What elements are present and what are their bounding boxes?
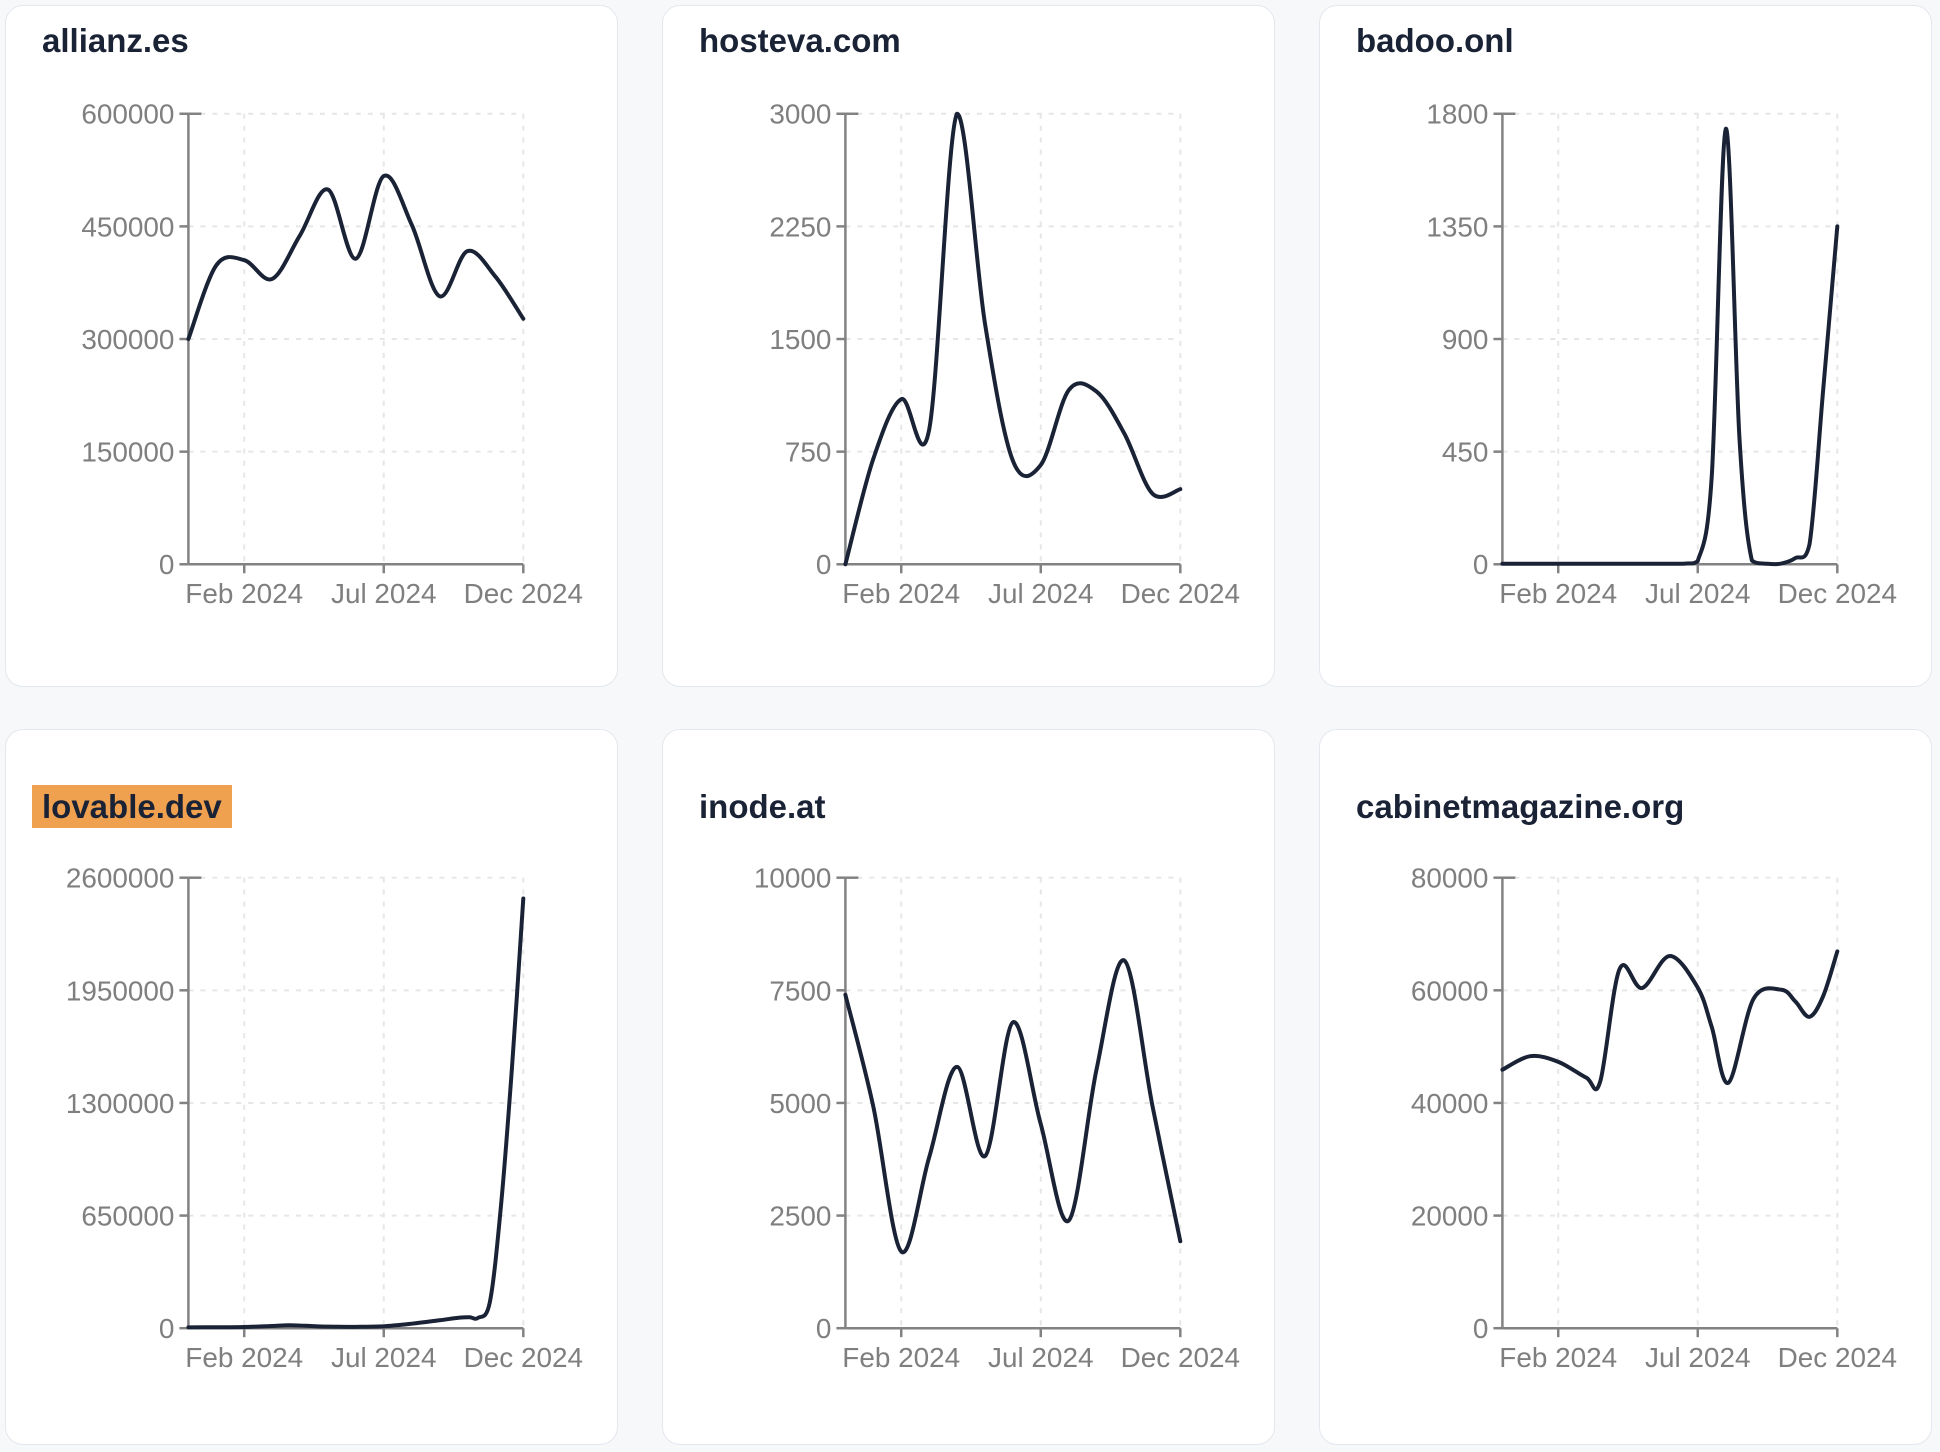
chart-title-text: hosteva.com bbox=[699, 22, 901, 59]
svg-text:1300000: 1300000 bbox=[66, 1088, 175, 1119]
svg-text:60000: 60000 bbox=[1411, 975, 1489, 1006]
svg-text:Feb 2024: Feb 2024 bbox=[1499, 1342, 1617, 1373]
svg-text:Jul 2024: Jul 2024 bbox=[331, 1342, 436, 1373]
line-chart-hosteva-com: Feb 2024 Jul 2024 Dec 2024 0 750 1500 2250 3000 bbox=[769, 99, 1240, 609]
chart-card-allianz-es: allianz.es Feb 2024 Jul 2024 Dec 2024 0 1500… bbox=[5, 5, 618, 687]
svg-text:3000: 3000 bbox=[769, 99, 831, 130]
chart-card-cabinetmagazine-org: cabinetmagazine.org Feb 2024 Jul 2024 Dec … bbox=[1319, 729, 1932, 1445]
line-chart-inode-at: Feb 2024 Jul 2024 Dec 2024 0 2500 5000 7500 100… bbox=[754, 863, 1240, 1373]
svg-text:Dec 2024: Dec 2024 bbox=[1778, 1342, 1897, 1373]
chart-card-badoo-onl: badoo.onl Feb 2024 Jul 2024 Dec 2024 0 450 90… bbox=[1319, 5, 1932, 687]
svg-text:5000: 5000 bbox=[769, 1088, 831, 1119]
svg-text:Jul 2024: Jul 2024 bbox=[988, 1342, 1093, 1373]
chart-card-lovable-dev: lovable.dev Feb 2024 Jul 2024 Dec 2024 0 650… bbox=[5, 729, 618, 1445]
chart-title-text: allianz.es bbox=[42, 22, 189, 59]
svg-text:20000: 20000 bbox=[1411, 1201, 1489, 1232]
svg-text:40000: 40000 bbox=[1411, 1088, 1489, 1119]
chart-title-text: inode.at bbox=[699, 788, 826, 825]
line-chart-lovable-dev: Feb 2024 Jul 2024 Dec 2024 0 650000 1300000 19… bbox=[66, 863, 583, 1373]
svg-text:300000: 300000 bbox=[81, 324, 174, 355]
svg-text:900: 900 bbox=[1442, 324, 1489, 355]
svg-text:0: 0 bbox=[159, 1313, 175, 1344]
line-chart-allianz-es: Feb 2024 Jul 2024 Dec 2024 0 150000 300000 450… bbox=[81, 99, 583, 609]
svg-text:1500: 1500 bbox=[769, 324, 831, 355]
chart-card-inode-at: inode.at Feb 2024 Jul 2024 Dec 2024 0 2500 50… bbox=[662, 729, 1275, 1445]
svg-text:600000: 600000 bbox=[81, 99, 174, 130]
svg-text:2500: 2500 bbox=[769, 1201, 831, 1232]
line-chart-badoo-onl: Feb 2024 Jul 2024 Dec 2024 0 450 900 1350 1800 bbox=[1426, 99, 1897, 609]
svg-text:Feb 2024: Feb 2024 bbox=[1499, 578, 1617, 609]
svg-text:0: 0 bbox=[816, 549, 832, 580]
chart-title: badoo.onl bbox=[1356, 22, 1514, 60]
svg-text:2600000: 2600000 bbox=[66, 863, 175, 894]
svg-text:450: 450 bbox=[1442, 437, 1489, 468]
line-chart-cabinetmagazine-org: Feb 2024 Jul 2024 Dec 2024 0 20000 40000 60000… bbox=[1411, 863, 1897, 1373]
svg-text:Feb 2024: Feb 2024 bbox=[842, 578, 960, 609]
svg-text:10000: 10000 bbox=[754, 863, 832, 894]
svg-text:2250: 2250 bbox=[769, 211, 831, 242]
svg-text:Dec 2024: Dec 2024 bbox=[464, 1342, 583, 1373]
svg-text:Feb 2024: Feb 2024 bbox=[185, 1342, 303, 1373]
svg-text:0: 0 bbox=[1473, 1313, 1489, 1344]
svg-text:Feb 2024: Feb 2024 bbox=[842, 1342, 960, 1373]
svg-text:80000: 80000 bbox=[1411, 863, 1489, 894]
svg-text:Dec 2024: Dec 2024 bbox=[1121, 1342, 1240, 1373]
svg-text:0: 0 bbox=[816, 1313, 832, 1344]
svg-text:450000: 450000 bbox=[81, 211, 174, 242]
svg-text:150000: 150000 bbox=[81, 437, 174, 468]
svg-text:Jul 2024: Jul 2024 bbox=[988, 578, 1093, 609]
svg-text:1800: 1800 bbox=[1426, 99, 1488, 130]
svg-text:0: 0 bbox=[159, 549, 175, 580]
svg-text:1950000: 1950000 bbox=[66, 975, 175, 1006]
svg-text:Dec 2024: Dec 2024 bbox=[1778, 578, 1897, 609]
svg-text:750: 750 bbox=[785, 437, 832, 468]
chart-title: cabinetmagazine.org bbox=[1356, 788, 1684, 826]
chart-title: lovable.dev bbox=[32, 785, 232, 828]
svg-text:650000: 650000 bbox=[81, 1201, 174, 1232]
svg-text:1350: 1350 bbox=[1426, 211, 1488, 242]
svg-text:Jul 2024: Jul 2024 bbox=[331, 578, 436, 609]
chart-title-text: badoo.onl bbox=[1356, 22, 1514, 59]
svg-text:Jul 2024: Jul 2024 bbox=[1645, 578, 1750, 609]
svg-text:Jul 2024: Jul 2024 bbox=[1645, 1342, 1750, 1373]
svg-text:Feb 2024: Feb 2024 bbox=[185, 578, 303, 609]
chart-title-text: cabinetmagazine.org bbox=[1356, 788, 1685, 825]
svg-text:Dec 2024: Dec 2024 bbox=[1121, 578, 1240, 609]
svg-text:0: 0 bbox=[1473, 549, 1489, 580]
chart-title: inode.at bbox=[699, 788, 826, 826]
chart-title: hosteva.com bbox=[699, 22, 901, 60]
svg-text:7500: 7500 bbox=[769, 975, 831, 1006]
chart-title: allianz.es bbox=[42, 22, 189, 60]
chart-card-hosteva-com: hosteva.com Feb 2024 Jul 2024 Dec 2024 0 750… bbox=[662, 5, 1275, 687]
svg-text:Dec 2024: Dec 2024 bbox=[464, 578, 583, 609]
chart-title-text-highlighted: lovable.dev bbox=[32, 785, 232, 828]
